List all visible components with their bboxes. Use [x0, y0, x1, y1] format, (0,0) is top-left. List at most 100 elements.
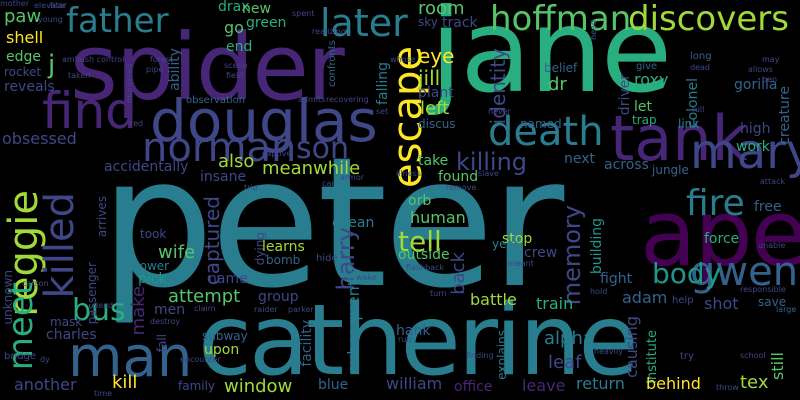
- word-back: back: [448, 252, 469, 295]
- word-year: year: [492, 237, 519, 251]
- word-shell: shell: [6, 28, 44, 47]
- word-attempt: attempt: [168, 286, 241, 307]
- word-family: family: [178, 379, 216, 393]
- word-turn: turn: [430, 289, 447, 298]
- word-high: high: [740, 121, 771, 137]
- word-norman: norman: [142, 125, 297, 171]
- word-building: building: [589, 218, 605, 275]
- word-responsible: responsible: [740, 285, 786, 294]
- word-jill: jill: [418, 66, 441, 90]
- word-charles: charles: [46, 327, 97, 343]
- word-taken: taken: [68, 71, 91, 80]
- word-return: return: [576, 374, 625, 393]
- word-meant: meant: [508, 259, 534, 268]
- word-trap: trap: [632, 113, 657, 127]
- word-red: red: [130, 119, 144, 128]
- word-heavily: heavily: [594, 347, 623, 356]
- word-room: room: [418, 0, 465, 19]
- word-later: later: [320, 1, 408, 45]
- word-tank: tank: [610, 102, 748, 175]
- word-still: still: [768, 352, 787, 380]
- word-power: power: [132, 259, 170, 273]
- word-fight: fight: [600, 271, 633, 287]
- word-belief: belief: [544, 61, 578, 75]
- word-bridge: bridge: [4, 351, 37, 362]
- word-captive: captive: [262, 149, 292, 158]
- word-forest: forest: [150, 55, 174, 64]
- word-edge: edge: [6, 49, 41, 65]
- word-bomb: bomb: [266, 253, 301, 267]
- word-never: never: [488, 107, 511, 116]
- word-tex: tex: [740, 372, 769, 393]
- word-memory: memory: [558, 205, 586, 306]
- word-train: train: [536, 294, 574, 313]
- word-admits: admits: [298, 95, 326, 104]
- word-field: field: [226, 71, 244, 80]
- word-named: named: [520, 117, 562, 131]
- word-lead: lead: [96, 301, 114, 310]
- word-battle: battle: [470, 290, 517, 309]
- word-sky: sky: [418, 15, 438, 29]
- word-accidentally: accidentally: [104, 159, 189, 175]
- word-fire: fire: [686, 183, 745, 224]
- word-spent: spent: [292, 9, 315, 18]
- word-crew: crew: [524, 245, 558, 261]
- word-office: office: [454, 379, 493, 395]
- word-track: track: [442, 15, 478, 31]
- word-pick: pick: [138, 271, 167, 287]
- word-causing: causing: [622, 316, 641, 378]
- word-dy: dy: [40, 355, 50, 364]
- word-another: another: [14, 375, 77, 394]
- word-wake: wake: [356, 273, 377, 282]
- word-illness: illness: [396, 169, 421, 178]
- word-explains: explains: [495, 330, 509, 380]
- word-bus: bus: [72, 293, 126, 328]
- word-killing: killing: [456, 148, 528, 176]
- word-took: took: [140, 227, 167, 241]
- word-free: free: [754, 199, 782, 215]
- word-parker: parker: [288, 305, 314, 314]
- word-fear: fear: [50, 1, 66, 10]
- word-mary: mary: [690, 124, 800, 180]
- word-recovering: recovering: [326, 95, 369, 104]
- word-peter: peter: [100, 119, 564, 328]
- word-destroy: destroy: [150, 317, 181, 326]
- word-human: human: [410, 208, 466, 227]
- word-name: name: [208, 271, 248, 287]
- word-jane: jane: [430, 0, 672, 119]
- word-link: link: [678, 117, 700, 131]
- word-slave: slave: [478, 169, 499, 178]
- word-tell: tell: [398, 225, 442, 258]
- word-school: school: [740, 351, 766, 360]
- word-alpha: alpha: [544, 328, 594, 349]
- word-subsequently: subsequently: [344, 266, 363, 374]
- word-william: william: [386, 374, 443, 393]
- word-find: find: [42, 82, 137, 140]
- word-found: found: [438, 169, 479, 185]
- word-try: try: [680, 351, 694, 362]
- word-gwen: gwen: [690, 249, 799, 295]
- word-work: work: [736, 139, 770, 155]
- word-confronts: confronts: [327, 40, 338, 87]
- word-claim: claim: [194, 304, 216, 313]
- word-long: long: [690, 51, 712, 62]
- word-hide: hide: [316, 253, 338, 264]
- word-death: death: [488, 109, 604, 155]
- word-elevator: elevator: [34, 1, 68, 10]
- word-leaf: leaf: [548, 352, 582, 373]
- word-murdered: murdered: [125, 64, 134, 104]
- word-roxy: roxy: [634, 70, 669, 89]
- word-encounter: encounter: [180, 355, 221, 364]
- word-set: set: [376, 107, 389, 116]
- word-armor: armor: [340, 173, 365, 182]
- word-across: across: [604, 157, 649, 173]
- word-meanwhile: meanwhile: [262, 158, 361, 179]
- word-flashback: flashback: [406, 263, 445, 272]
- word-j: j: [48, 50, 56, 80]
- word-obsessed: obsessed: [2, 129, 77, 148]
- word-leave: leave: [522, 376, 566, 395]
- word-outside: outside: [398, 247, 450, 263]
- word-blue: blue: [318, 377, 349, 393]
- word-help: help: [672, 295, 694, 306]
